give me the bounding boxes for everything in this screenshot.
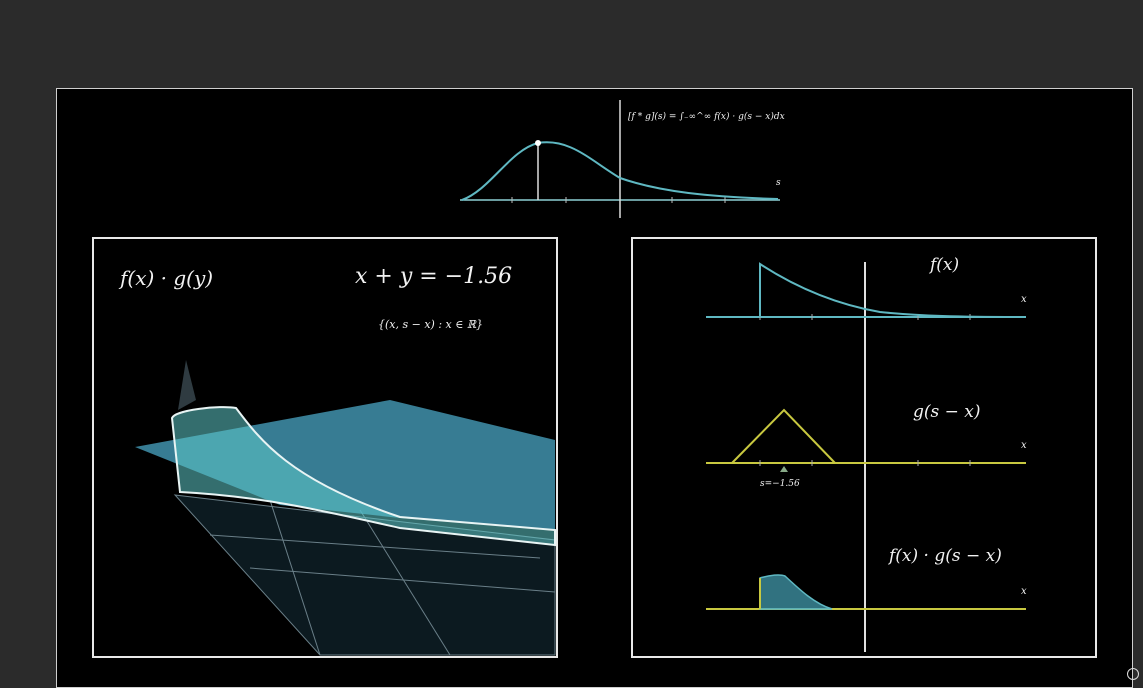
g-label: g(s − x) — [913, 402, 981, 422]
product-label-fg: f(x) · g(y) — [120, 266, 214, 290]
line-equation: x + y = −1.56 — [355, 264, 513, 289]
f-axis-label: x — [1021, 294, 1027, 305]
convolution-curve — [461, 141, 779, 201]
top-axis-ticks — [511, 197, 726, 203]
set-notation: {(x, s − x) : x ∈ ℝ} — [378, 318, 484, 331]
surface-peak-glow — [178, 360, 196, 410]
f-label: f(x) — [930, 255, 960, 275]
mouse-cursor — [1127, 668, 1139, 680]
g-triangle — [731, 408, 836, 464]
s-value-label: s=−1.56 — [760, 479, 800, 489]
product-label: f(x) · g(s − x) — [889, 546, 1002, 566]
top-value-dot — [535, 140, 541, 146]
g-axis-label: x — [1021, 440, 1027, 451]
surface-ridge — [170, 406, 556, 547]
convolution-formula: [f * g](s) = ∫₋∞^∞ f(x) · g(s − x)dx — [628, 112, 785, 122]
g-axis-ticks — [759, 460, 971, 466]
s-position-marker — [780, 466, 788, 472]
f-curve — [759, 262, 1021, 318]
top-axis-label: s — [776, 178, 781, 188]
product-fill — [759, 574, 833, 610]
product-axis-label: x — [1021, 586, 1027, 597]
